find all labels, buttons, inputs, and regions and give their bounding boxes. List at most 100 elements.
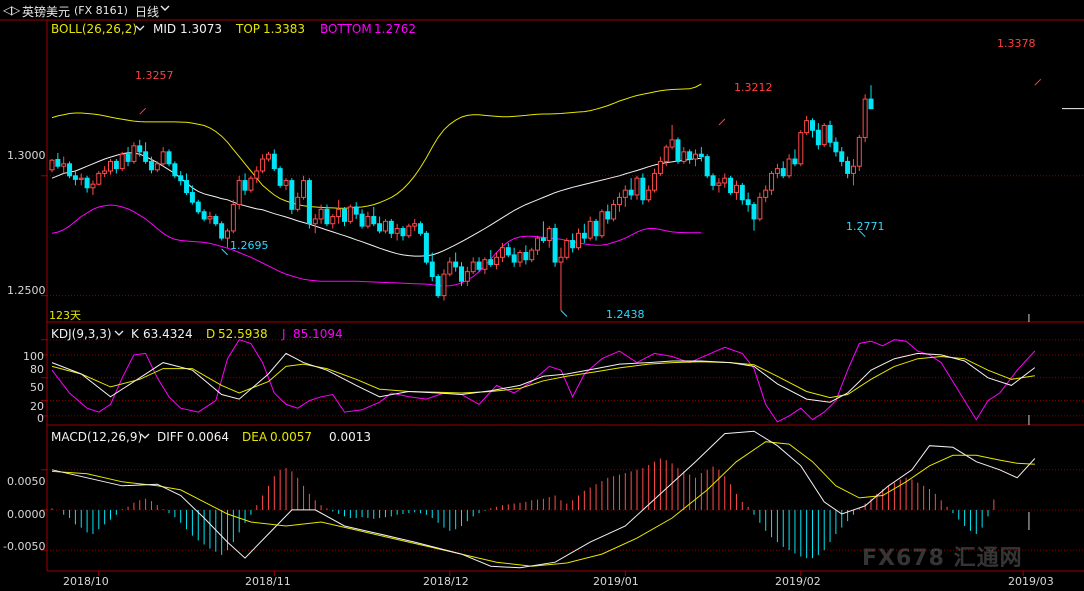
candle-body-down	[143, 151, 149, 162]
boll-bottom-line	[51, 204, 702, 287]
kdj-d-line	[51, 355, 1035, 399]
candle-body-up	[160, 151, 166, 165]
candle-body-down	[55, 158, 61, 167]
candle-body-down	[172, 163, 178, 177]
candle-body-down	[67, 163, 73, 177]
boll-indicator-label[interactable]: BOLL(26,26,2)	[51, 22, 138, 36]
candle-body-down	[359, 213, 365, 227]
annotation-leader	[560, 310, 568, 317]
candle-body-up	[722, 177, 728, 184]
kdj-axis-label-50: 50	[30, 381, 44, 394]
low-label-1.2771: 1.2771	[846, 220, 885, 233]
boll-top-line	[51, 83, 702, 209]
macd-axis-label--0.0050: -0.0050	[3, 540, 46, 553]
candle-body-up	[90, 183, 96, 189]
chevron-down-icon[interactable]	[160, 1, 170, 18]
candle-body-down	[739, 184, 745, 201]
prev-arrow-icon[interactable]: ◁	[3, 3, 13, 17]
candle-body-up	[657, 160, 663, 174]
candle-body-up	[716, 182, 722, 186]
candle-body-down	[593, 220, 599, 237]
candle-body-up	[236, 180, 242, 206]
kdj-axis-label-80: 80	[30, 363, 44, 376]
instrument-code: (FX 8161)	[74, 4, 128, 17]
period-selector[interactable]: 日线	[135, 5, 160, 19]
candle-body-up	[61, 163, 67, 167]
candle-body-down	[219, 223, 225, 239]
boll-bottom-label: BOTTOM	[320, 22, 372, 36]
candle-body-up	[494, 256, 500, 265]
candle-body-down	[628, 189, 634, 196]
candle-body-up	[365, 216, 371, 227]
candle-body-down	[704, 156, 710, 177]
date-label-2018-10: 2018/10	[63, 575, 109, 588]
candle-body-up	[96, 172, 102, 185]
candle-body-down	[242, 180, 248, 191]
candle-body-up	[529, 249, 535, 261]
title-bar: ◁ ▷ 英镑美元 (FX 8161) 日线	[0, 0, 1084, 20]
candle-body-up	[464, 271, 470, 282]
next-arrow-icon[interactable]: ▷	[11, 3, 21, 17]
date-label-2019-02: 2019/02	[775, 575, 821, 588]
candle-body-up	[412, 223, 418, 227]
macd-indicator-label[interactable]: MACD(12,26,9)	[51, 430, 143, 444]
candle-body-up	[49, 159, 55, 171]
kdj-indicator-label[interactable]: KDJ(9,3,3)	[51, 327, 112, 341]
panel-frames	[0, 19, 1084, 572]
boll-mid-label: MID	[153, 22, 177, 36]
high-label-1.3212: 1.3212	[734, 81, 773, 94]
candle-body-down	[815, 129, 821, 146]
candle-body-down	[839, 151, 845, 162]
boll-top-label: TOP	[236, 22, 261, 36]
candle-body-up	[482, 259, 488, 270]
candle-body-up	[850, 165, 856, 174]
candle-body-down	[453, 261, 459, 268]
candle-body-up	[301, 180, 307, 198]
candle-body-down	[745, 199, 751, 206]
boll-chevron-icon[interactable]	[135, 22, 145, 37]
candle-body-down	[277, 168, 283, 186]
candle-body-up	[821, 124, 827, 146]
candle-body-down	[371, 216, 377, 225]
date-label-2019-01: 2019/01	[593, 575, 639, 588]
candle-body-down	[868, 98, 874, 110]
macd-chevron-icon[interactable]	[140, 430, 150, 445]
kdj-axis-label-100: 100	[23, 350, 44, 363]
candle-body-up	[295, 196, 301, 210]
kdj-j-label: J	[282, 327, 286, 341]
candle-body-up	[517, 251, 523, 263]
candle-body-down	[710, 175, 716, 186]
candle-body-down	[289, 180, 295, 210]
candle-body-up	[382, 220, 388, 232]
annotation-leader	[718, 118, 726, 126]
candle-body-down	[72, 175, 78, 180]
date-label-2018-11: 2018/11	[245, 575, 291, 588]
candle-body-up	[499, 247, 505, 258]
candle-body-down	[137, 145, 143, 153]
candle-body-down	[540, 237, 546, 242]
candle-body-down	[459, 266, 464, 282]
candle-body-up	[546, 228, 552, 242]
boll-mid-value: 1.3073	[180, 22, 222, 36]
macd-diff-line	[51, 430, 1036, 569]
boll-bottom-value: 1.2762	[374, 22, 416, 36]
kdj-j-value: 85.1094	[293, 327, 343, 341]
candle-body-down	[780, 168, 786, 177]
low-label-1.2438: 1.2438	[606, 308, 645, 321]
candle-body-down	[125, 153, 131, 162]
candle-body-up	[336, 208, 342, 218]
candle-body-up	[786, 158, 792, 177]
candle-body-up	[441, 273, 447, 297]
candle-body-down	[429, 261, 435, 277]
candle-body-up	[225, 230, 230, 239]
candle-body-down	[400, 228, 406, 237]
kdj-axis-label-20: 20	[30, 400, 44, 413]
candle-body-down	[113, 160, 119, 170]
annotation-leader	[1034, 78, 1042, 86]
kdj-chevron-icon[interactable]	[114, 327, 124, 342]
candle-body-up	[622, 189, 628, 198]
kdj-d-value: 52.5938	[218, 327, 268, 341]
current-markers	[1028, 108, 1084, 530]
kdj-k-value: 63.4324	[143, 327, 193, 341]
candle-body-down	[178, 175, 184, 182]
